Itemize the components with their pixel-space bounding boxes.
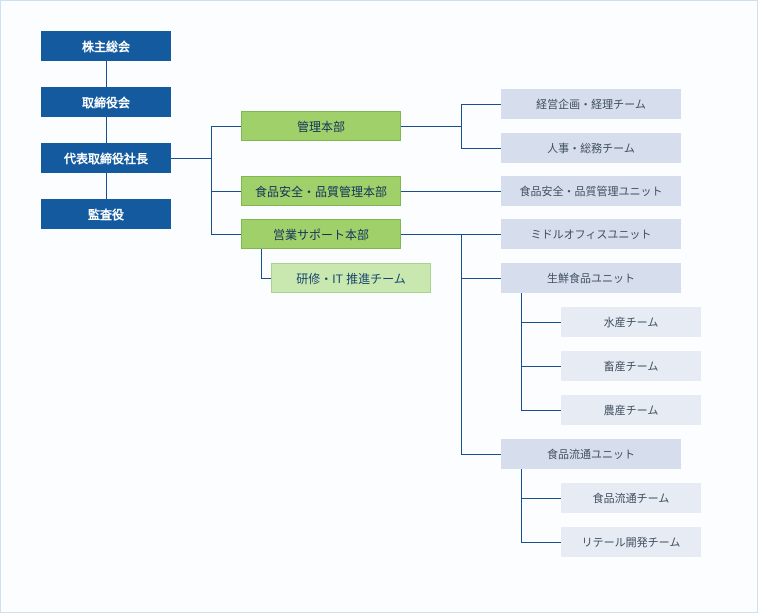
connector-line (106, 117, 107, 143)
connector-line (521, 469, 522, 542)
connector-line (401, 191, 501, 192)
connector-line (521, 322, 561, 323)
connector-line (461, 234, 501, 235)
connector-line (211, 126, 241, 127)
node-shareholders: 株主総会 (41, 31, 171, 61)
connector-line (521, 293, 522, 410)
node-dist_team: 食品流通チーム (561, 483, 701, 513)
node-hr_team: 人事・総務チーム (501, 133, 681, 163)
connector-line (211, 126, 212, 234)
connector-line (461, 278, 501, 279)
node-mgmt_team: 経営企画・経理チーム (501, 89, 681, 119)
connector-line (461, 234, 462, 454)
connector-line (521, 498, 561, 499)
connector-line (521, 366, 561, 367)
node-retail_team: リテール開発チーム (561, 527, 701, 557)
node-safety_unit: 食品安全・品質管理ユニット (501, 176, 681, 206)
connector-line (106, 61, 107, 87)
connector-line (211, 191, 241, 192)
connector-line (261, 249, 262, 278)
node-agri_team: 農産チーム (561, 395, 701, 425)
connector-line (261, 278, 271, 279)
connector-line (461, 454, 501, 455)
connector-line (171, 158, 211, 159)
node-meat_team: 畜産チーム (561, 351, 701, 381)
connector-line (401, 126, 461, 127)
node-fresh_unit: 生鮮食品ユニット (501, 263, 681, 293)
node-president: 代表取締役社長 (41, 143, 171, 173)
connector-line (461, 104, 462, 148)
connector-line (106, 173, 107, 199)
connector-line (461, 104, 501, 105)
node-dist_unit: 食品流通ユニット (501, 439, 681, 469)
node-fish_team: 水産チーム (561, 307, 701, 337)
connector-line (521, 410, 561, 411)
node-mid_office: ミドルオフィスユニット (501, 219, 681, 249)
connector-line (401, 234, 461, 235)
org-chart-frame: 株主総会取締役会代表取締役社長監査役 管理本部食品安全・品質管理本部営業サポート本… (0, 0, 758, 613)
node-board: 取締役会 (41, 87, 171, 117)
node-admin_hq: 管理本部 (241, 111, 401, 141)
node-sales_hq: 営業サポート本部 (241, 219, 401, 249)
connector-line (211, 234, 241, 235)
node-training_team: 研修・IT 推進チーム (271, 263, 431, 293)
node-auditor: 監査役 (41, 199, 171, 229)
node-safety_hq: 食品安全・品質管理本部 (241, 176, 401, 206)
connector-line (521, 542, 561, 543)
connector-line (461, 148, 501, 149)
